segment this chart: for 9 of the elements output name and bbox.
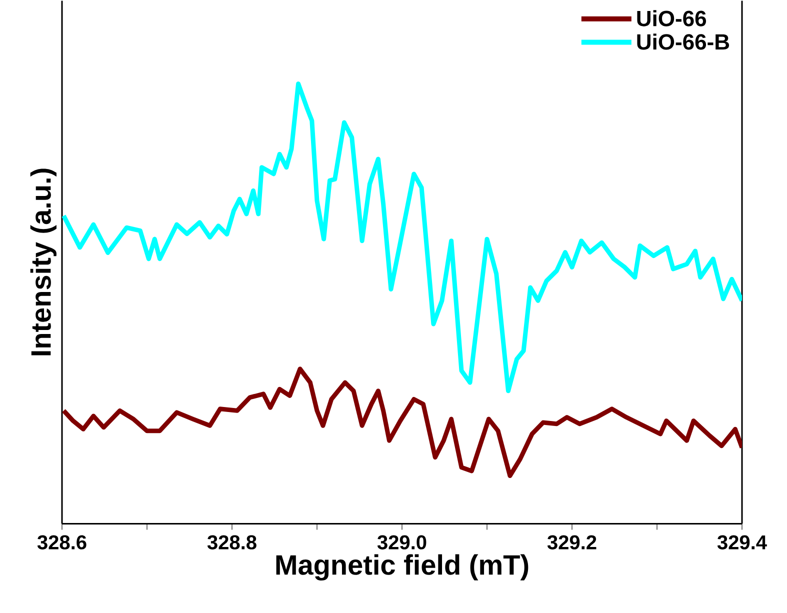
y-axis-title: Intensity (a.u.): [30, 168, 56, 356]
x-axis-title: Magnetic field (mT): [276, 554, 528, 581]
x-tick-label: 328.8: [207, 535, 256, 550]
x-tick-label: 329.2: [547, 535, 596, 550]
legend-label: UiO-66-B: [637, 34, 730, 50]
legend-label: UiO-66: [637, 10, 706, 26]
x-tick-label: 328.6: [37, 535, 86, 550]
x-tick-label: 329.4: [717, 535, 767, 550]
x-tick-label: 329.0: [377, 535, 426, 550]
